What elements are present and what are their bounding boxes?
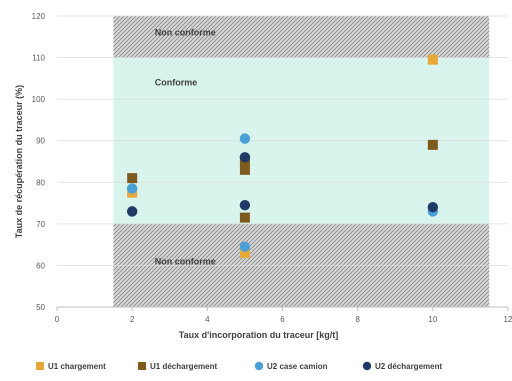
zone-label: Non conforme	[155, 256, 216, 266]
legend-marker	[254, 361, 264, 371]
data-point	[239, 212, 250, 223]
data-point	[239, 164, 250, 175]
y-tick-label: 110	[32, 54, 45, 63]
legend-marker	[138, 362, 146, 370]
data-point	[126, 183, 138, 194]
y-tick-label: 100	[32, 95, 46, 104]
data-point	[427, 54, 438, 65]
y-tick-label: 120	[32, 12, 46, 21]
y-tick-label: 60	[36, 261, 45, 270]
x-tick-label: 10	[428, 315, 437, 324]
axes-layer: 0 2 4 6 8 10 12 50 60 70 80 90 100 110 120	[32, 12, 512, 324]
zone-label: Non conforme	[155, 28, 216, 38]
x-tick-label: 6	[280, 315, 285, 324]
legend-label: U1 déchargement	[150, 362, 217, 371]
y-axis-title: Taux de récupération du traceur (%)	[14, 85, 24, 238]
legend-label: U2 déchargement	[375, 362, 442, 371]
data-point	[239, 199, 251, 211]
y-tick-label: 80	[36, 178, 45, 187]
x-tick-label: 0	[55, 315, 60, 324]
x-axis-title: Taux d'incorporation du traceur [kg/t]	[179, 330, 338, 340]
zone-band	[113, 16, 490, 58]
x-tick-label: 2	[130, 315, 135, 324]
x-tick-label: 8	[355, 315, 360, 324]
data-point	[126, 206, 138, 217]
y-tick-label: 50	[36, 303, 45, 312]
legend-label: U1 chargement	[48, 362, 106, 371]
data-point	[427, 139, 438, 150]
data-point	[239, 247, 250, 258]
data-point	[427, 202, 439, 213]
data-point	[239, 152, 251, 163]
data-point	[239, 133, 251, 144]
legend-marker	[36, 362, 44, 370]
legend-marker	[362, 361, 372, 371]
points-layer	[126, 54, 439, 258]
data-point	[127, 173, 138, 184]
legend-label: U2 case camion	[267, 362, 328, 371]
data-point	[239, 241, 251, 252]
x-tick-label: 4	[205, 315, 210, 324]
x-tick-label: 12	[504, 315, 512, 324]
legend: U1 chargement U1 déchargement U2 case cami…	[36, 361, 442, 371]
y-tick-label: 90	[36, 137, 45, 146]
y-tick-label: 70	[36, 220, 45, 229]
zone-label: Conforme	[155, 78, 198, 88]
